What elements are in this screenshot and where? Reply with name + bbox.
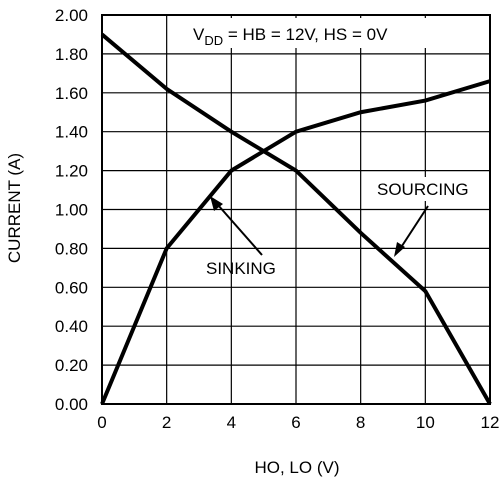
plot-border — [101, 14, 491, 405]
sinking-callout: SINKING — [206, 196, 276, 278]
condition-rest: = HB = 12V, HS = 0V — [223, 25, 388, 44]
x-tick-label: 2 — [162, 413, 171, 432]
sourcing-arrow-head — [394, 242, 405, 257]
sinking-arrow-head — [210, 196, 223, 211]
y-tick-label: 0.60 — [55, 278, 88, 297]
series-lines — [100, 32, 492, 405]
sinking-series-line — [100, 79, 491, 405]
x-tick-label: 6 — [291, 413, 300, 432]
x-tick-label: 0 — [97, 413, 106, 432]
annotation-background — [185, 18, 433, 48]
x-tick-label: 4 — [227, 413, 236, 432]
sourcing-callout: SOURCING — [374, 177, 474, 257]
condition-prefix: V — [193, 25, 205, 44]
y-tick-label: 0.40 — [55, 317, 88, 336]
y-tick-label: 0.80 — [55, 239, 88, 258]
y-tick-label: 0.20 — [55, 356, 88, 375]
sinking-arrow-line — [217, 204, 263, 256]
y-tick-label: 0.00 — [55, 395, 88, 414]
y-tick-label: 1.00 — [55, 201, 88, 220]
y-tick-label: 1.20 — [55, 162, 88, 181]
x-tick-label: 12 — [481, 413, 500, 432]
sourcing-label-background — [374, 177, 474, 201]
condition-subscript: DD — [204, 33, 223, 48]
x-axis-label: HO, LO (V) — [254, 458, 339, 477]
sinking-label: SINKING — [206, 259, 276, 278]
y-tick-label: 1.40 — [55, 123, 88, 142]
x-tick-label: 10 — [416, 413, 435, 432]
grid — [101, 14, 491, 405]
plot-frame — [101, 14, 491, 405]
y-tick-label: 1.60 — [55, 84, 88, 103]
sourcing-label: SOURCING — [377, 180, 469, 199]
x-tick-label: 8 — [356, 413, 365, 432]
condition-annotation: VDD = HB = 12V, HS = 0V — [185, 18, 433, 48]
y-tick-label: 2.00 — [55, 6, 88, 25]
sourcing-series-line — [100, 32, 492, 405]
y-axis-label: CURRENT (A) — [5, 153, 24, 263]
tick-labels: 0 2 4 6 8 10 12 0.00 0.20 0.40 0.60 0.80 1.00 1.20 1.4… — [55, 6, 500, 432]
y-tick-label: 1.80 — [55, 45, 88, 64]
condition-text: VDD = HB = 12V, HS = 0V — [193, 25, 388, 48]
sourcing-arrow-line — [399, 205, 429, 250]
